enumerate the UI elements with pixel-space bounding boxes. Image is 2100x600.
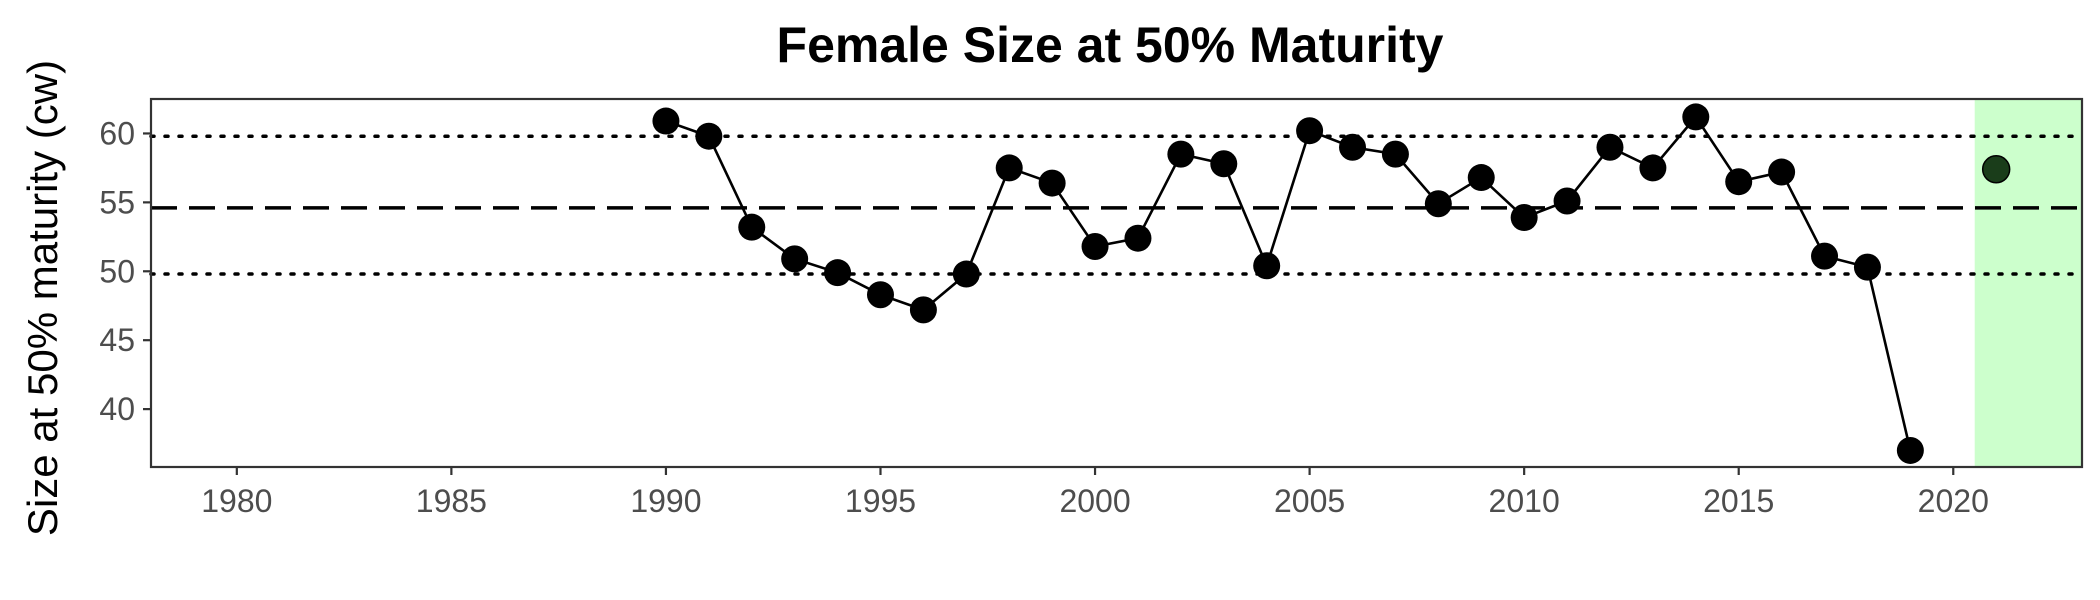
- data-point: [1424, 190, 1452, 218]
- x-tick-label: 1995: [845, 483, 916, 519]
- data-point: [1682, 103, 1710, 131]
- data-point: [1124, 224, 1152, 252]
- data-point: [652, 107, 680, 135]
- y-tick-label: 40: [99, 391, 135, 427]
- data-point-current: [1981, 155, 2011, 184]
- data-point: [866, 281, 894, 309]
- data-point: [695, 122, 723, 150]
- x-tick-label: 1990: [630, 483, 701, 519]
- x-tick-label: 1985: [416, 483, 487, 519]
- data-point: [1768, 158, 1796, 186]
- y-tick-label: 45: [99, 322, 135, 358]
- data-point: [1510, 204, 1538, 232]
- data-point: [1725, 168, 1753, 196]
- data-point: [952, 260, 980, 288]
- data-point: [824, 259, 852, 287]
- data-point: [1210, 150, 1238, 178]
- plot-border: [149, 97, 2084, 469]
- y-axis-label: Size at 50% maturity (cw): [19, 60, 66, 536]
- x-tick-label: 1980: [201, 483, 272, 519]
- data-point: [1081, 232, 1109, 260]
- data-point: [1167, 140, 1195, 168]
- data-point: [1596, 133, 1624, 161]
- y-tick-label: 50: [99, 253, 135, 289]
- data-point: [1253, 252, 1281, 280]
- x-tick-label: 2020: [1918, 483, 1989, 519]
- data-point: [1467, 164, 1495, 192]
- data-point: [1896, 436, 1924, 464]
- data-point: [738, 213, 766, 241]
- data-point: [1553, 187, 1581, 215]
- x-tick-label: 2000: [1059, 483, 1130, 519]
- y-tick-label: 60: [99, 115, 135, 151]
- y-tick-label: 55: [99, 184, 135, 220]
- x-tick-label: 2005: [1274, 483, 1345, 519]
- data-point: [781, 245, 809, 273]
- x-tick-label: 2015: [1703, 483, 1774, 519]
- data-point: [1811, 242, 1839, 270]
- data-point: [995, 154, 1023, 182]
- data-point: [1296, 117, 1324, 145]
- data-point: [1339, 133, 1367, 161]
- data-point: [1038, 169, 1066, 197]
- data-point: [1853, 253, 1881, 281]
- data-point: [1381, 140, 1409, 168]
- chart-title: Female Size at 50% Maturity: [777, 17, 1444, 73]
- plot-area: 40 45 50 55 60 1980 1985 1990 1995 2000 2005 2010 20…: [99, 97, 2084, 519]
- x-tick-label: 2010: [1489, 483, 1560, 519]
- highlight-region: [1974, 99, 2082, 467]
- data-point: [909, 296, 937, 324]
- data-point: [1639, 154, 1667, 182]
